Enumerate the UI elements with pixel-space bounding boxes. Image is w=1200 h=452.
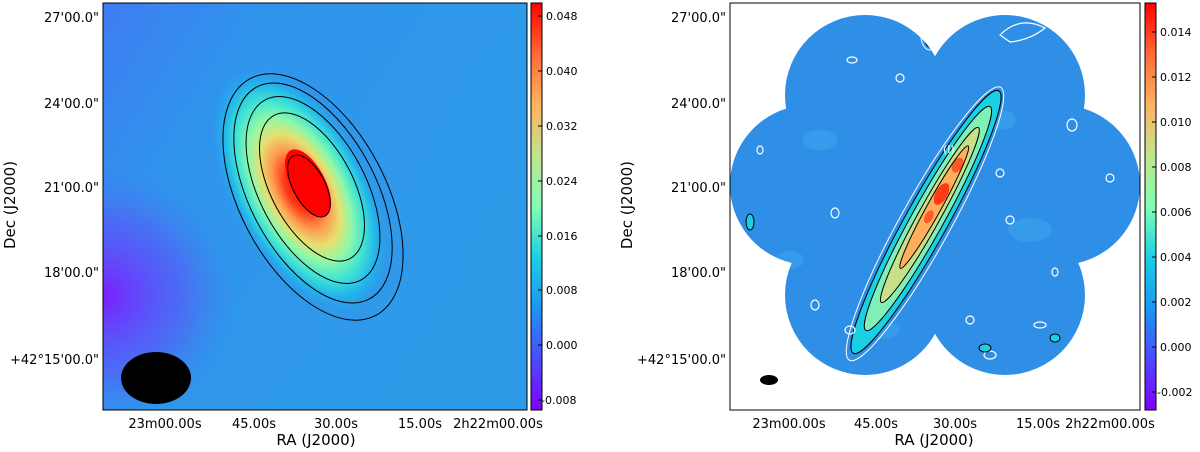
y-tick-label: 24'00.0" xyxy=(44,97,99,112)
galaxy-strip xyxy=(845,86,1005,362)
right-colorbar: 0.014 0.012 0.010 0.008 0.006 0.004 0.00… xyxy=(1144,2,1192,411)
colorbar-tick: 0.014 xyxy=(1160,26,1192,39)
x-tick-label: 45.00s xyxy=(232,417,276,432)
colorbar-tick: 0.032 xyxy=(546,120,578,133)
colorbar-tick: 0.016 xyxy=(546,230,578,243)
left-contours xyxy=(222,73,404,321)
colorbar-tick: -0.008 xyxy=(541,394,576,407)
right-y-axis-label: Dec (J2000) xyxy=(618,161,636,249)
x-tick-label: 45.00s xyxy=(854,417,898,432)
y-tick-label: 18'00.0" xyxy=(44,266,99,281)
colorbar-tick: 0.010 xyxy=(1160,116,1192,129)
mosaic-field xyxy=(730,15,1140,375)
y-tick-label: 21'00.0" xyxy=(44,181,99,196)
left-image xyxy=(103,3,527,410)
colorbar-tick: 0.012 xyxy=(1160,71,1192,84)
y-tick-label: 18'00.0" xyxy=(671,266,726,281)
right-y-ticks: 27'00.0" 24'00.0" 21'00.0" 18'00.0" +42°… xyxy=(637,11,726,368)
colorbar-tick: 0.004 xyxy=(1160,251,1192,264)
colorbar-tick: 0.006 xyxy=(1160,206,1192,219)
colorbar-tick: -0.002 xyxy=(1157,386,1192,399)
left-colorbar: 0.048 0.040 0.032 0.024 0.016 0.008 0.00… xyxy=(530,2,578,411)
colorbar-tick: 0.024 xyxy=(546,175,578,188)
x-tick-label: 2h22m00.00s xyxy=(1065,417,1155,432)
left-y-axis-label: Dec (J2000) xyxy=(1,161,19,249)
right-x-ticks: 23m00.00s 45.00s 30.00s 15.00s 2h22m00.0… xyxy=(752,417,1155,432)
x-tick-label: 2h22m00.00s xyxy=(453,417,543,432)
colorbar-tick: 0.008 xyxy=(546,284,578,297)
y-tick-label: 24'00.0" xyxy=(671,97,726,112)
colorbar-tick: 0.008 xyxy=(1160,161,1192,174)
x-tick-label: 30.00s xyxy=(314,417,358,432)
colorbar-tick: 0.048 xyxy=(546,10,578,23)
left-x-axis-label: RA (J2000) xyxy=(276,431,355,449)
y-tick-label: +42°15'00.0" xyxy=(10,353,99,368)
right-x-axis-label: RA (J2000) xyxy=(894,431,973,449)
x-tick-label: 15.00s xyxy=(398,417,442,432)
colorbar-tick: 0.002 xyxy=(1160,296,1192,309)
beam-ellipse xyxy=(121,352,191,404)
source-annotation: (I) xyxy=(943,143,955,156)
left-axes-frame xyxy=(102,2,528,411)
colorbar-tick: 0.000 xyxy=(1160,341,1192,354)
x-tick-label: 23m00.00s xyxy=(752,417,825,432)
left-y-ticks: 27'00.0" 24'00.0" 21'00.0" 18'00.0" +42°… xyxy=(10,11,99,368)
x-tick-label: 23m00.00s xyxy=(128,417,201,432)
y-tick-label: +42°15'00.0" xyxy=(637,353,726,368)
left-x-ticks: 23m00.00s 45.00s 30.00s 15.00s 2h22m00.0… xyxy=(128,417,543,432)
left-panel: 23m00.00s 45.00s 30.00s 15.00s 2h22m00.0… xyxy=(1,2,578,449)
x-tick-label: 30.00s xyxy=(933,417,977,432)
colorbar-tick: 0.000 xyxy=(546,339,578,352)
beam-ellipse xyxy=(760,375,778,385)
right-image: (I) xyxy=(730,3,1140,410)
y-tick-label: 21'00.0" xyxy=(671,181,726,196)
colorbar-tick: 0.040 xyxy=(546,65,578,78)
right-panel: (I) 23m00.00s 45.00s 30.00s 15.00s 2h22m… xyxy=(618,2,1192,449)
x-tick-label: 15.00s xyxy=(1016,417,1060,432)
right-axes-frame xyxy=(729,2,1141,411)
y-tick-label: 27'00.0" xyxy=(671,11,726,26)
y-tick-label: 27'00.0" xyxy=(44,11,99,26)
